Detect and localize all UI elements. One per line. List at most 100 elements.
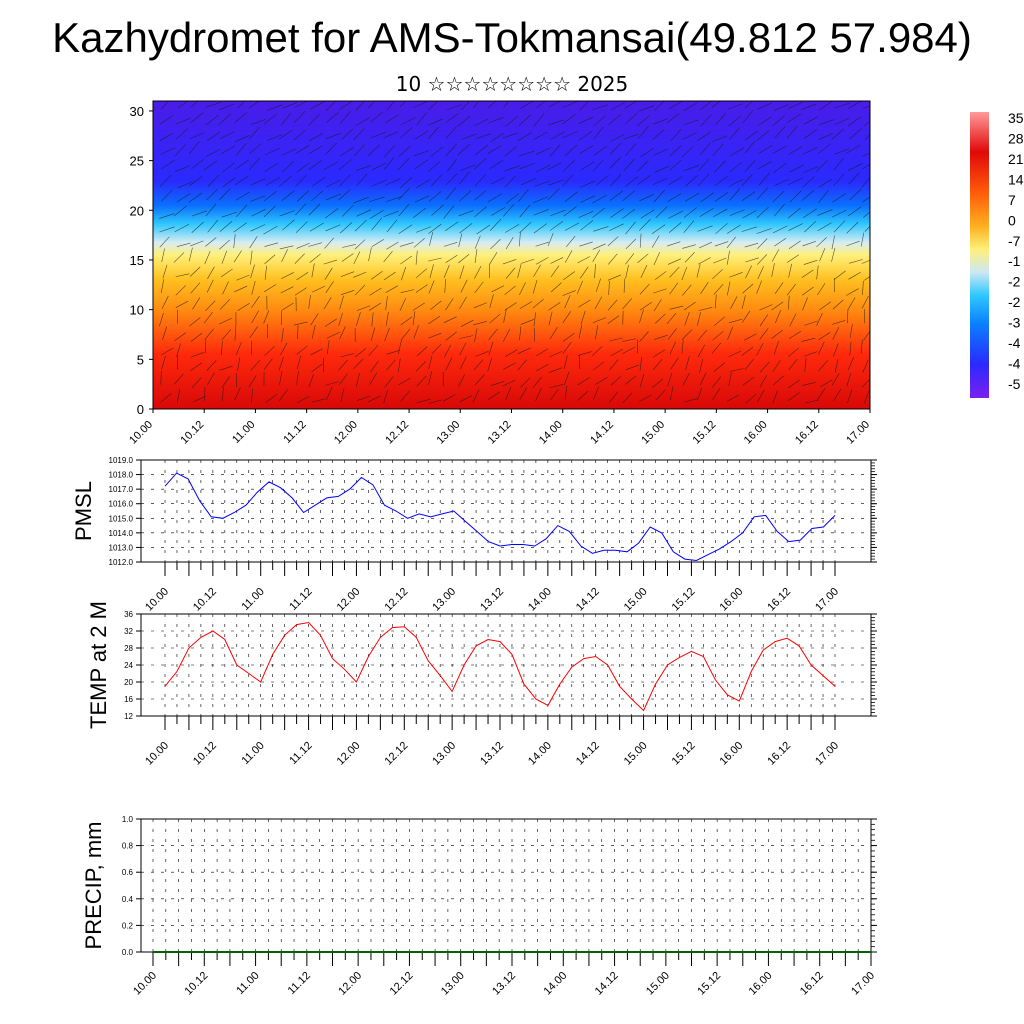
wind-vector	[371, 312, 374, 327]
wind-vector	[339, 325, 346, 339]
wind-vector	[491, 207, 506, 216]
wind-vector	[788, 358, 798, 371]
x-tick-label: 10.00	[143, 740, 171, 768]
x-tick-label: 10.12	[178, 419, 206, 447]
wind-vector	[505, 236, 514, 250]
wind-vector	[236, 274, 250, 281]
wind-vector	[654, 334, 668, 340]
x-tick-label: 11.00	[234, 970, 261, 997]
wind-vector	[757, 161, 772, 170]
wind-vector	[249, 236, 258, 249]
wind-vector	[849, 341, 852, 356]
wind-vector	[700, 282, 709, 294]
y-tick-label: 1018.0	[109, 471, 134, 480]
wind-vector	[549, 388, 559, 401]
y-tick-label: 20	[124, 678, 133, 687]
x-tick-label: 12.12	[388, 970, 416, 998]
wind-vector	[354, 239, 366, 250]
wind-vector	[846, 373, 852, 387]
wind-vector	[864, 390, 870, 404]
wind-vector	[698, 257, 711, 265]
wind-vector	[801, 269, 814, 279]
wind-vector	[488, 341, 494, 356]
wind-vector	[457, 115, 471, 127]
x-tick-label: 15.00	[644, 970, 672, 998]
wind-vector	[519, 282, 526, 296]
wind-vector	[385, 178, 401, 186]
wind-vector	[412, 302, 425, 311]
wind-vector	[520, 258, 535, 264]
wind-vector	[371, 162, 387, 171]
wind-vector	[803, 146, 818, 155]
wind-vector	[698, 241, 712, 249]
colorbar-label: -2	[1008, 274, 1021, 290]
wind-vector	[340, 387, 345, 402]
wind-vector	[548, 119, 564, 126]
x-tick-label: 14.12	[574, 586, 602, 614]
wind-vector	[503, 362, 516, 370]
wind-vector	[729, 147, 745, 157]
wind-vector	[653, 118, 669, 125]
wind-vector	[535, 164, 551, 173]
wind-vector	[831, 128, 844, 140]
wind-vector	[416, 346, 428, 357]
wind-vector	[505, 349, 518, 357]
wind-vector	[474, 158, 487, 170]
wind-vector	[488, 101, 497, 108]
wind-vector	[831, 248, 836, 262]
wind-vector	[700, 114, 712, 127]
y-tick-label: 25	[130, 154, 144, 169]
wind-vector	[400, 127, 413, 139]
wind-vector	[339, 101, 354, 110]
wind-vector	[640, 147, 655, 158]
wind-vector	[549, 220, 564, 231]
wind-vector	[726, 394, 740, 402]
y-tick-label: 20	[130, 203, 144, 218]
wind-vector	[473, 321, 487, 326]
wind-vector	[563, 206, 577, 217]
wind-vector	[714, 241, 729, 247]
wind-vector	[460, 319, 474, 327]
wind-vector	[205, 203, 217, 217]
y-tick-label: 0.4	[122, 895, 134, 904]
wind-vector	[386, 101, 396, 111]
x-tick-label: 12.12	[382, 586, 410, 614]
wind-vector	[356, 209, 372, 217]
wind-vector	[294, 253, 305, 264]
wind-vector	[804, 220, 817, 233]
wind-vector	[445, 254, 458, 264]
wind-vector	[728, 127, 740, 140]
wind-vector	[727, 103, 743, 110]
wind-vector	[385, 285, 398, 294]
wind-vector	[789, 313, 797, 327]
wind-vector	[191, 210, 208, 217]
wind-vector	[536, 363, 549, 372]
wind-vector	[281, 328, 284, 343]
wind-vector	[264, 113, 278, 124]
wind-vector	[445, 331, 457, 341]
wind-vector	[774, 203, 785, 217]
wind-vector	[235, 142, 247, 156]
wind-vector	[608, 114, 622, 125]
wind-vector	[622, 346, 636, 354]
wind-vector	[861, 259, 870, 264]
wind-vector	[445, 173, 458, 185]
wind-vector	[653, 288, 667, 294]
cross-section-heatmap	[153, 101, 870, 409]
wind-vector	[278, 129, 293, 140]
wind-vector	[205, 237, 217, 247]
wind-vector	[772, 359, 781, 373]
wind-vector	[413, 325, 419, 339]
wind-vector	[727, 326, 734, 340]
wind-vector	[563, 355, 568, 369]
wind-vector	[700, 192, 714, 203]
wind-vector	[237, 303, 250, 311]
wind-vector	[324, 267, 333, 280]
wind-vector	[428, 399, 443, 404]
wind-vector	[714, 316, 726, 326]
wind-vector	[562, 101, 578, 109]
wind-vector	[263, 284, 277, 293]
wind-vector	[384, 376, 394, 388]
wind-vector	[371, 270, 383, 280]
